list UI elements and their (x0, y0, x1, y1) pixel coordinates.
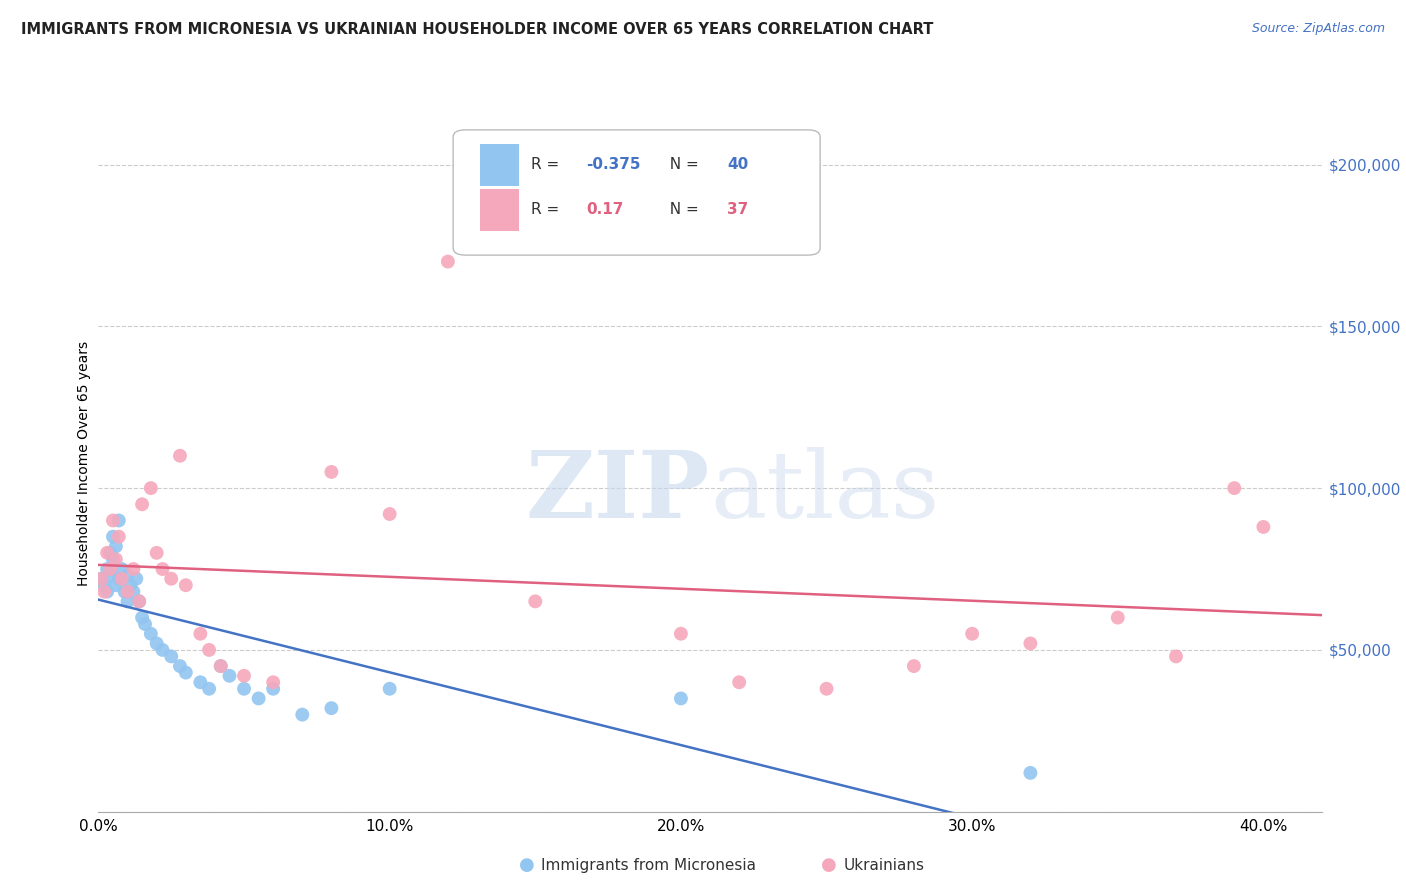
Point (98, 568, 121, 582)
Point (188, 626, 212, 640)
Point (101, 530, 124, 544)
Point (104, 540, 127, 554)
Point (1253, 520, 1275, 534)
Point (111, 562, 134, 576)
Point (262, 675, 284, 690)
Point (131, 610, 153, 624)
Point (209, 659, 232, 673)
Point (145, 546, 167, 560)
Point (1223, 481, 1246, 495)
Point (233, 681, 256, 696)
Point (128, 594, 150, 608)
Point (98, 562, 121, 576)
Point (169, 659, 191, 673)
Text: -0.375: -0.375 (586, 157, 641, 172)
Y-axis label: Householder Income Over 65 years: Householder Income Over 65 years (77, 342, 91, 586)
Point (152, 562, 174, 576)
Point (139, 481, 162, 495)
Point (903, 659, 925, 673)
Point (321, 465, 343, 479)
Text: 40: 40 (727, 157, 748, 172)
Text: atlas: atlas (710, 447, 939, 537)
Point (321, 701, 343, 715)
Point (160, 572, 183, 586)
Point (169, 449, 191, 463)
Point (101, 513, 124, 527)
Point (98, 546, 121, 560)
Point (291, 707, 314, 722)
Text: Immigrants from Micronesia: Immigrants from Micronesia (541, 858, 756, 872)
Point (104, 552, 127, 566)
Point (96, 562, 118, 576)
Text: ●: ● (519, 856, 534, 874)
Point (209, 659, 232, 673)
Text: Source: ZipAtlas.com: Source: ZipAtlas.com (1251, 22, 1385, 36)
Point (198, 681, 221, 696)
Bar (479, 144, 519, 186)
Point (188, 675, 212, 690)
Text: ●: ● (821, 856, 837, 874)
Point (120, 578, 142, 592)
Point (378, 681, 401, 696)
Point (815, 681, 838, 696)
Point (378, 507, 401, 521)
Point (117, 568, 139, 582)
Point (1164, 649, 1187, 664)
Point (1107, 610, 1129, 624)
Point (90, 572, 112, 586)
Point (152, 643, 174, 657)
Point (104, 578, 127, 592)
Point (262, 681, 284, 696)
Point (145, 636, 167, 650)
Point (108, 513, 131, 527)
Text: 37: 37 (727, 202, 748, 218)
Point (125, 572, 148, 586)
Point (122, 584, 145, 599)
Text: ZIP: ZIP (526, 447, 710, 537)
Point (90, 572, 112, 586)
Point (437, 254, 460, 268)
Point (117, 594, 139, 608)
Point (93, 584, 115, 599)
Point (96, 546, 118, 560)
Point (93, 578, 115, 592)
Text: IMMIGRANTS FROM MICRONESIA VS UKRAINIAN HOUSEHOLDER INCOME OVER 65 YEARS CORRELA: IMMIGRANTS FROM MICRONESIA VS UKRAINIAN … (21, 22, 934, 37)
Text: N =: N = (659, 202, 703, 218)
Point (108, 572, 131, 586)
Point (108, 530, 131, 544)
Point (131, 497, 153, 511)
Point (669, 691, 692, 706)
Point (247, 691, 270, 706)
Point (1019, 765, 1042, 780)
Point (122, 562, 145, 576)
Point (218, 669, 240, 683)
Point (101, 552, 124, 566)
Point (1019, 636, 1042, 650)
Point (960, 626, 983, 640)
Point (111, 572, 134, 586)
Point (198, 643, 221, 657)
Point (160, 649, 183, 664)
Point (174, 578, 197, 592)
Text: N =: N = (659, 157, 703, 172)
Point (524, 594, 547, 608)
Point (134, 617, 156, 632)
Point (233, 669, 256, 683)
Text: R =: R = (531, 202, 569, 218)
Point (128, 594, 150, 608)
Point (96, 584, 118, 599)
Point (669, 626, 692, 640)
Point (117, 584, 139, 599)
Text: R =: R = (531, 157, 565, 172)
Text: 0.17: 0.17 (586, 202, 624, 218)
Point (139, 626, 162, 640)
Text: Ukrainians: Ukrainians (844, 858, 925, 872)
FancyBboxPatch shape (453, 130, 820, 255)
Point (174, 665, 197, 680)
Point (728, 675, 751, 690)
Point (114, 584, 136, 599)
Bar (479, 189, 519, 231)
